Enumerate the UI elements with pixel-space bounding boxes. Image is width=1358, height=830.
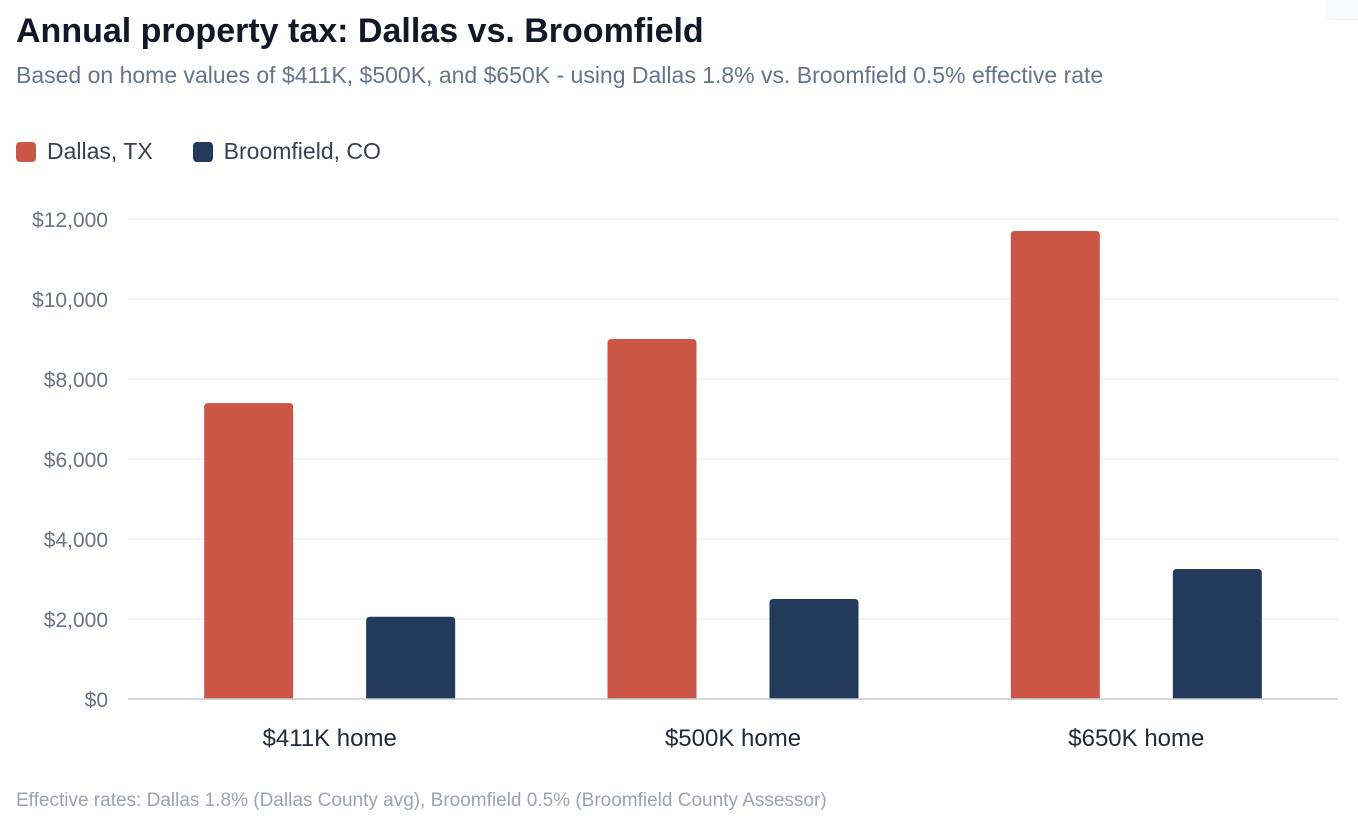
y-tick-label: $10,000: [32, 289, 108, 312]
bar-dallas: [204, 403, 294, 699]
legend-item-dallas[interactable]: Dallas, TX: [16, 138, 153, 165]
chart-legend: Dallas, TX Broomfield, CO: [16, 138, 421, 165]
chart-footnote: Effective rates: Dallas 1.8% (Dallas Cou…: [16, 790, 827, 811]
y-tick-label: $4,000: [44, 529, 108, 552]
corner-button[interactable]: [1326, 0, 1358, 20]
y-tick-label: $2,000: [44, 609, 108, 632]
legend-label-broomfield: Broomfield, CO: [223, 138, 381, 164]
y-tick-label: $6,000: [44, 449, 108, 472]
bar-broomfield: [769, 599, 859, 699]
x-category-label: $500K home: [665, 725, 801, 752]
y-tick-label: $8,000: [44, 369, 108, 392]
legend-swatch-dallas: [16, 141, 36, 162]
chart-subtitle: Based on home values of $411K, $500K, an…: [16, 62, 1104, 88]
bar-broomfield: [366, 616, 456, 699]
bar-broomfield: [1172, 569, 1262, 699]
legend-item-broomfield[interactable]: Broomfield, CO: [192, 138, 381, 165]
x-category-label: $650K home: [1068, 725, 1204, 752]
y-tick-label: $0: [85, 689, 108, 712]
y-tick-label: $12,000: [32, 209, 108, 232]
x-category-label: $411K home: [263, 725, 397, 752]
bar-dallas: [607, 339, 697, 699]
bar-dallas: [1010, 231, 1100, 699]
legend-label-dallas: Dallas, TX: [47, 138, 153, 164]
chart-title: Annual property tax: Dallas vs. Broomfie…: [16, 12, 704, 50]
legend-swatch-broomfield: [192, 141, 213, 162]
